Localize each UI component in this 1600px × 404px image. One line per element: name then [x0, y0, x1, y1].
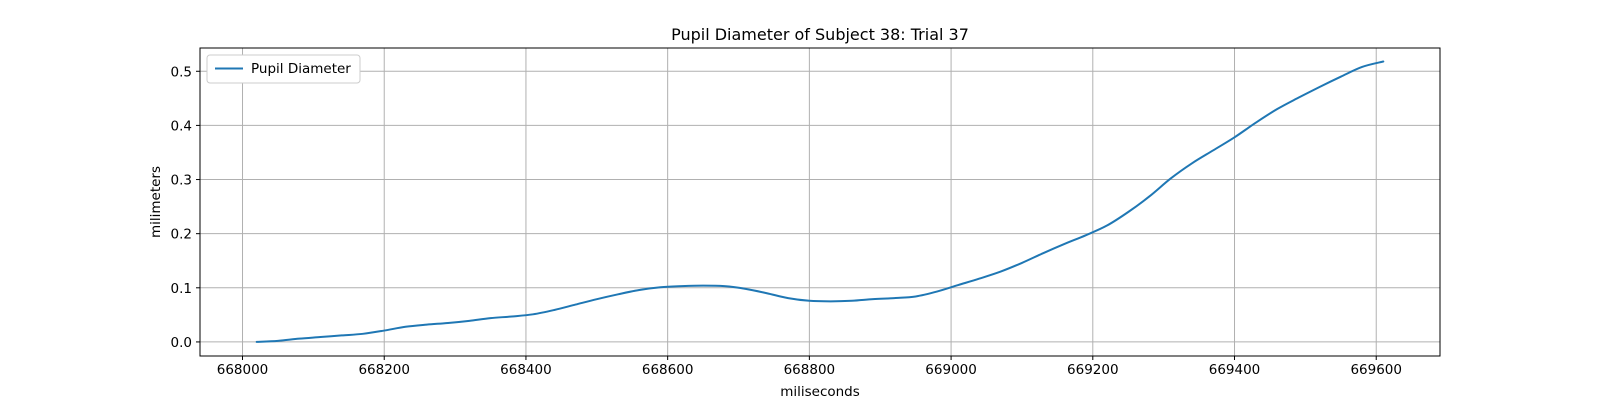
x-tick-label: 668200 — [358, 362, 410, 378]
x-axis-ticks: 668000 668200 668400 668600 668800 669000 6692… — [217, 356, 1402, 378]
chart-title: Pupil Diameter of Subject 38: Trial 37 — [671, 25, 969, 44]
x-tick-label: 669000 — [925, 362, 977, 378]
y-tick-label: 0.2 — [171, 227, 192, 243]
grid-lines — [200, 48, 1440, 356]
x-axis-label: miliseconds — [780, 384, 860, 400]
x-tick-label: 668800 — [784, 362, 836, 378]
series-layer — [255, 60, 1385, 343]
plot-frame — [199, 47, 1441, 357]
x-tick-label: 668000 — [217, 362, 269, 378]
y-axis-ticks: 0.0 0.1 0.2 0.3 0.4 0.5 — [171, 64, 200, 351]
legend-box — [206, 54, 361, 84]
x-tick-label: 669400 — [1209, 362, 1261, 378]
y-tick-label: 0.5 — [171, 64, 192, 80]
y-tick-label: 0.1 — [171, 281, 192, 297]
y-tick-label: 0.3 — [171, 173, 192, 189]
x-tick-label: 668400 — [500, 362, 552, 378]
series-line-0 — [255, 60, 1385, 343]
y-tick-label: 0.0 — [171, 335, 192, 351]
x-tick-label: 669200 — [1067, 362, 1119, 378]
x-tick-label: 669600 — [1350, 362, 1402, 378]
legend: Pupil Diameter — [206, 54, 361, 84]
y-axis-label: milimeters — [148, 166, 164, 238]
x-tick-label: 668600 — [642, 362, 694, 378]
y-tick-label: 0.4 — [171, 118, 192, 134]
plot-background — [200, 48, 1440, 356]
legend-label-pupil-diameter: Pupil Diameter — [251, 61, 351, 77]
